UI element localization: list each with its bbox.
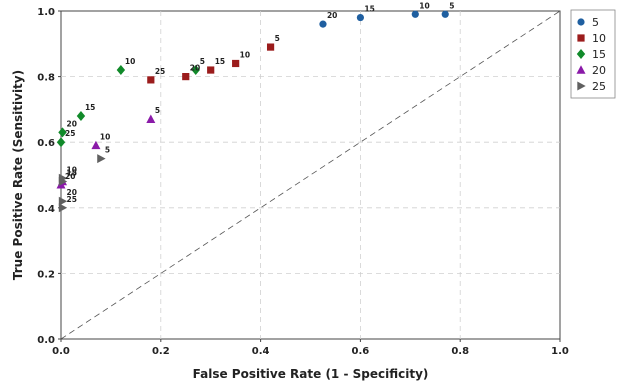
data-point-label: 25 [65,129,75,138]
x-tick-label: 1.0 [551,346,569,357]
data-point-label: 5 [275,34,280,43]
data-point-label: 5 [449,1,454,10]
data-point-label: 5 [105,146,110,155]
data-point-series-10 [182,73,190,81]
data-point-label: 10 [125,57,135,66]
legend-entry-label: 15 [592,48,606,61]
data-point-label: 10 [100,132,110,141]
legend-marker-10 [577,34,585,42]
plot-frame [60,10,561,340]
x-axis-ticks: 0.0 0.2 0.4 0.6 0.8 1.0 [52,339,569,357]
data-point-label: 5 [155,106,160,115]
data-point-series-15 [76,110,86,121]
data-point-series-20 [146,114,156,123]
data-point-series-5 [356,13,364,22]
data-point-label: 10 [419,1,429,10]
plot-area [60,10,561,340]
data-point-series-15 [56,137,66,148]
data-point-label: 15 [66,169,76,178]
data-point-label: 15 [85,103,95,112]
data-point-label: 20 [327,11,337,20]
x-tick-label: 0.6 [352,346,370,357]
data-point-label: 20 [190,64,200,73]
x-tick-label: 0.8 [451,346,469,357]
data-point-series-25 [58,177,68,187]
data-point-label: 25 [155,67,165,76]
data-point-label: 25 [66,195,76,204]
x-tick-label: 0.4 [252,346,270,357]
data-point-series-15 [191,65,200,76]
data-point-label: 5 [200,57,205,66]
data-point-series-10 [207,66,215,74]
y-tick-label: 0.2 [37,269,55,280]
x-tick-label: 0.0 [52,346,70,357]
data-points [56,10,449,213]
legend-marker-25 [577,81,586,91]
legend-marker-15 [576,49,586,59]
x-tick-label: 0.2 [152,346,170,357]
data-point-series-10 [266,43,275,51]
data-point-series-15 [116,65,126,76]
data-point-label: 10 [66,165,76,174]
legend-marker-20 [576,65,586,74]
data-point-series-5 [411,10,419,18]
legend-entry-label: 10 [592,32,606,45]
data-point-label: 20 [66,119,76,128]
legend-marker-5 [577,18,585,26]
y-tick-label: 0.4 [37,204,55,215]
legend: 5 10 15 20 25 [570,9,616,99]
data-point-series-25 [58,203,68,213]
data-point-label: 10 [240,50,250,59]
y-tick-label: 0.0 [37,335,55,346]
data-point-label: 15 [215,57,225,66]
y-tick-label: 0.8 [37,73,55,84]
data-point-series-15 [58,127,67,138]
data-point-series-25 [58,196,68,206]
data-point-label: 15 [364,5,374,14]
y-axis-label: True Positive Rate (Sensitivity) [11,70,25,280]
data-point-series-5 [441,10,449,18]
x-axis-label: False Positive Rate (1 - Specificity) [193,367,429,381]
data-point-label: 20 [65,172,75,181]
grid-lines [61,11,560,339]
data-point-series-25 [97,154,106,164]
data-point-label: 15 [66,169,76,178]
y-tick-label: 1.0 [37,7,55,18]
data-point-series-5 [319,20,327,28]
legend-entry-label: 20 [592,64,606,77]
data-point-series-10 [147,76,155,84]
data-point-label: 20 [66,188,76,197]
data-point-series-20 [91,140,101,150]
data-point-series-10 [232,59,240,68]
y-tick-label: 0.6 [37,138,55,149]
legend-entry-label: 5 [592,16,599,29]
legend-entry-label: 25 [592,80,606,93]
y-axis-ticks: 0.0 0.2 0.4 0.6 0.8 1.0 [37,7,61,346]
